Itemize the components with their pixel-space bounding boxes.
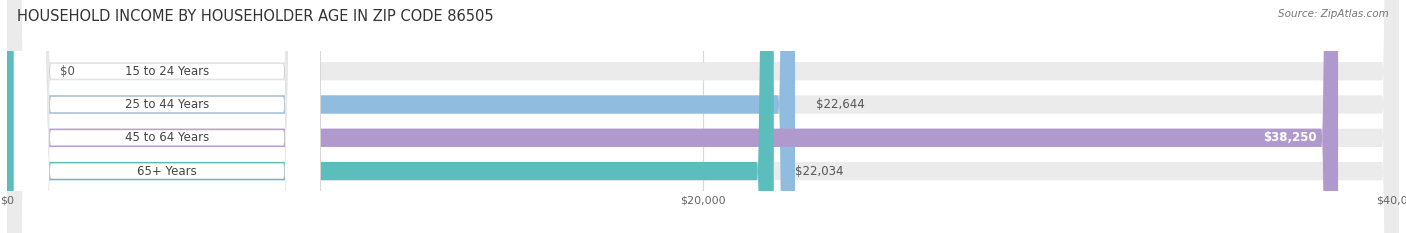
FancyBboxPatch shape	[7, 0, 1399, 233]
FancyBboxPatch shape	[7, 0, 1339, 233]
Text: 25 to 44 Years: 25 to 44 Years	[125, 98, 209, 111]
Text: $22,034: $22,034	[794, 164, 844, 178]
FancyBboxPatch shape	[7, 0, 1399, 233]
Text: 65+ Years: 65+ Years	[138, 164, 197, 178]
FancyBboxPatch shape	[14, 0, 321, 233]
Text: $0: $0	[60, 65, 75, 78]
FancyBboxPatch shape	[14, 0, 321, 233]
FancyBboxPatch shape	[7, 0, 32, 233]
FancyBboxPatch shape	[7, 0, 794, 233]
FancyBboxPatch shape	[7, 0, 1399, 233]
Text: HOUSEHOLD INCOME BY HOUSEHOLDER AGE IN ZIP CODE 86505: HOUSEHOLD INCOME BY HOUSEHOLDER AGE IN Z…	[17, 9, 494, 24]
Text: $22,644: $22,644	[815, 98, 865, 111]
Text: 45 to 64 Years: 45 to 64 Years	[125, 131, 209, 144]
Text: $38,250: $38,250	[1264, 131, 1317, 144]
FancyBboxPatch shape	[14, 0, 321, 233]
Text: Source: ZipAtlas.com: Source: ZipAtlas.com	[1278, 9, 1389, 19]
FancyBboxPatch shape	[7, 0, 1399, 233]
Text: 15 to 24 Years: 15 to 24 Years	[125, 65, 209, 78]
FancyBboxPatch shape	[7, 0, 773, 233]
FancyBboxPatch shape	[14, 0, 321, 233]
